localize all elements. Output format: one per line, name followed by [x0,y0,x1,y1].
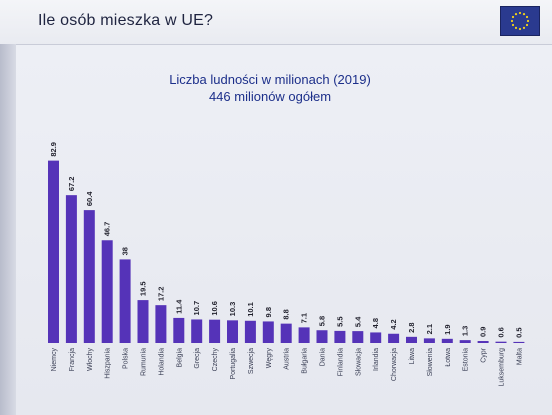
value-label: 1.3 [461,326,470,336]
bar-rumunia [137,300,149,343]
bar-hiszpania [101,240,113,343]
value-label: 17.2 [156,287,165,302]
bar-portugalia [227,320,238,343]
value-label: 19.5 [139,281,148,296]
category-label: Rumunia [141,348,148,376]
bar-luksemburg [495,341,507,343]
category-label: Estonia [463,348,470,371]
value-label: 82.9 [49,142,58,157]
slide-title: Ile osób mieszka w UE? [38,12,214,29]
category-label: Dania [320,348,327,366]
bar-belgia [173,317,185,343]
category-label: Finlandia [337,348,344,377]
category-label: Łotwa [445,348,452,367]
bar-niemcy [48,160,59,343]
bar-łotwa [441,338,453,343]
bar-słowenia [423,338,435,343]
category-label: Hiszpania [105,348,112,379]
category-label: Słowacja [355,348,362,376]
category-label: Luksemburg [499,348,506,387]
value-label: 0.6 [497,327,506,337]
bar-polska [119,259,131,343]
slide-side-strip [0,44,16,415]
bar-węgry [262,321,274,343]
value-label: 10.1 [246,302,255,317]
category-label: Niemcy [51,348,58,372]
value-label: 2.8 [407,322,416,332]
bar-estonia [459,340,471,343]
bar-austria [280,323,292,343]
bar-irlandia [370,332,382,343]
value-label: 2.1 [425,324,434,334]
category-label: Grecja [194,348,201,369]
bar-słowacja [352,331,364,343]
bar-malta [513,341,525,343]
category-label: Portugalia [230,348,237,380]
category-label: Irlandia [373,348,380,371]
category-label: Belgia [176,348,183,368]
category-label: Austria [284,348,291,370]
category-label: Malta [516,348,523,365]
chart-title: Liczba ludności w milionach (2019) [169,72,371,87]
category-label: Czechy [212,348,219,372]
value-label: 0.9 [479,327,488,337]
bar-włochy [83,210,95,343]
value-label: 8.8 [282,309,291,319]
bar-chorwacja [388,333,400,343]
category-label: Cypr [481,347,488,362]
bar-czechy [209,319,221,343]
value-label: 9.8 [264,307,273,317]
category-label: Słowenia [427,348,434,377]
chart-subtitle: 446 milionów ogółem [208,89,332,104]
category-label: Szwecja [248,348,255,374]
bar-finlandia [334,330,346,343]
value-label: 7.1 [300,313,309,323]
value-label: 11.4 [174,299,183,314]
value-label: 67.2 [67,177,76,192]
category-label: Litwa [409,348,416,364]
bar-holandia [155,305,167,343]
category-label: Chorwacja [391,348,398,381]
category-label: Włochy [87,348,94,371]
category-label: Holandia [158,348,165,376]
value-label: 0.5 [514,327,523,337]
category-label: Polska [123,348,130,369]
value-label: 46.7 [103,222,112,237]
bar-litwa [406,336,417,343]
category-label: Węgry [266,348,273,369]
bar-szwecja [244,320,256,343]
bar-bułgaria [298,327,310,343]
value-label: 5.8 [318,316,327,326]
value-label: 4.2 [389,319,398,329]
value-label: 5.4 [353,316,362,327]
category-label: Francja [69,348,76,371]
value-label: 10.7 [192,301,201,316]
slide-header: Ile osób mieszka w UE? [0,0,552,45]
value-label: 1.9 [443,324,452,334]
value-label: 5.5 [335,316,344,326]
bar-cypr [477,341,489,343]
bar-francja [65,195,77,343]
bar-dania [316,330,328,343]
value-label: 10.6 [210,301,219,316]
category-label: Bułgaria [302,348,309,374]
value-label: 10.3 [228,302,237,317]
value-label: 38 [121,247,130,255]
value-label: 60.4 [85,191,94,206]
bar-grecja [191,319,203,343]
eu-flag-icon [500,6,540,36]
value-label: 4.8 [371,318,380,328]
